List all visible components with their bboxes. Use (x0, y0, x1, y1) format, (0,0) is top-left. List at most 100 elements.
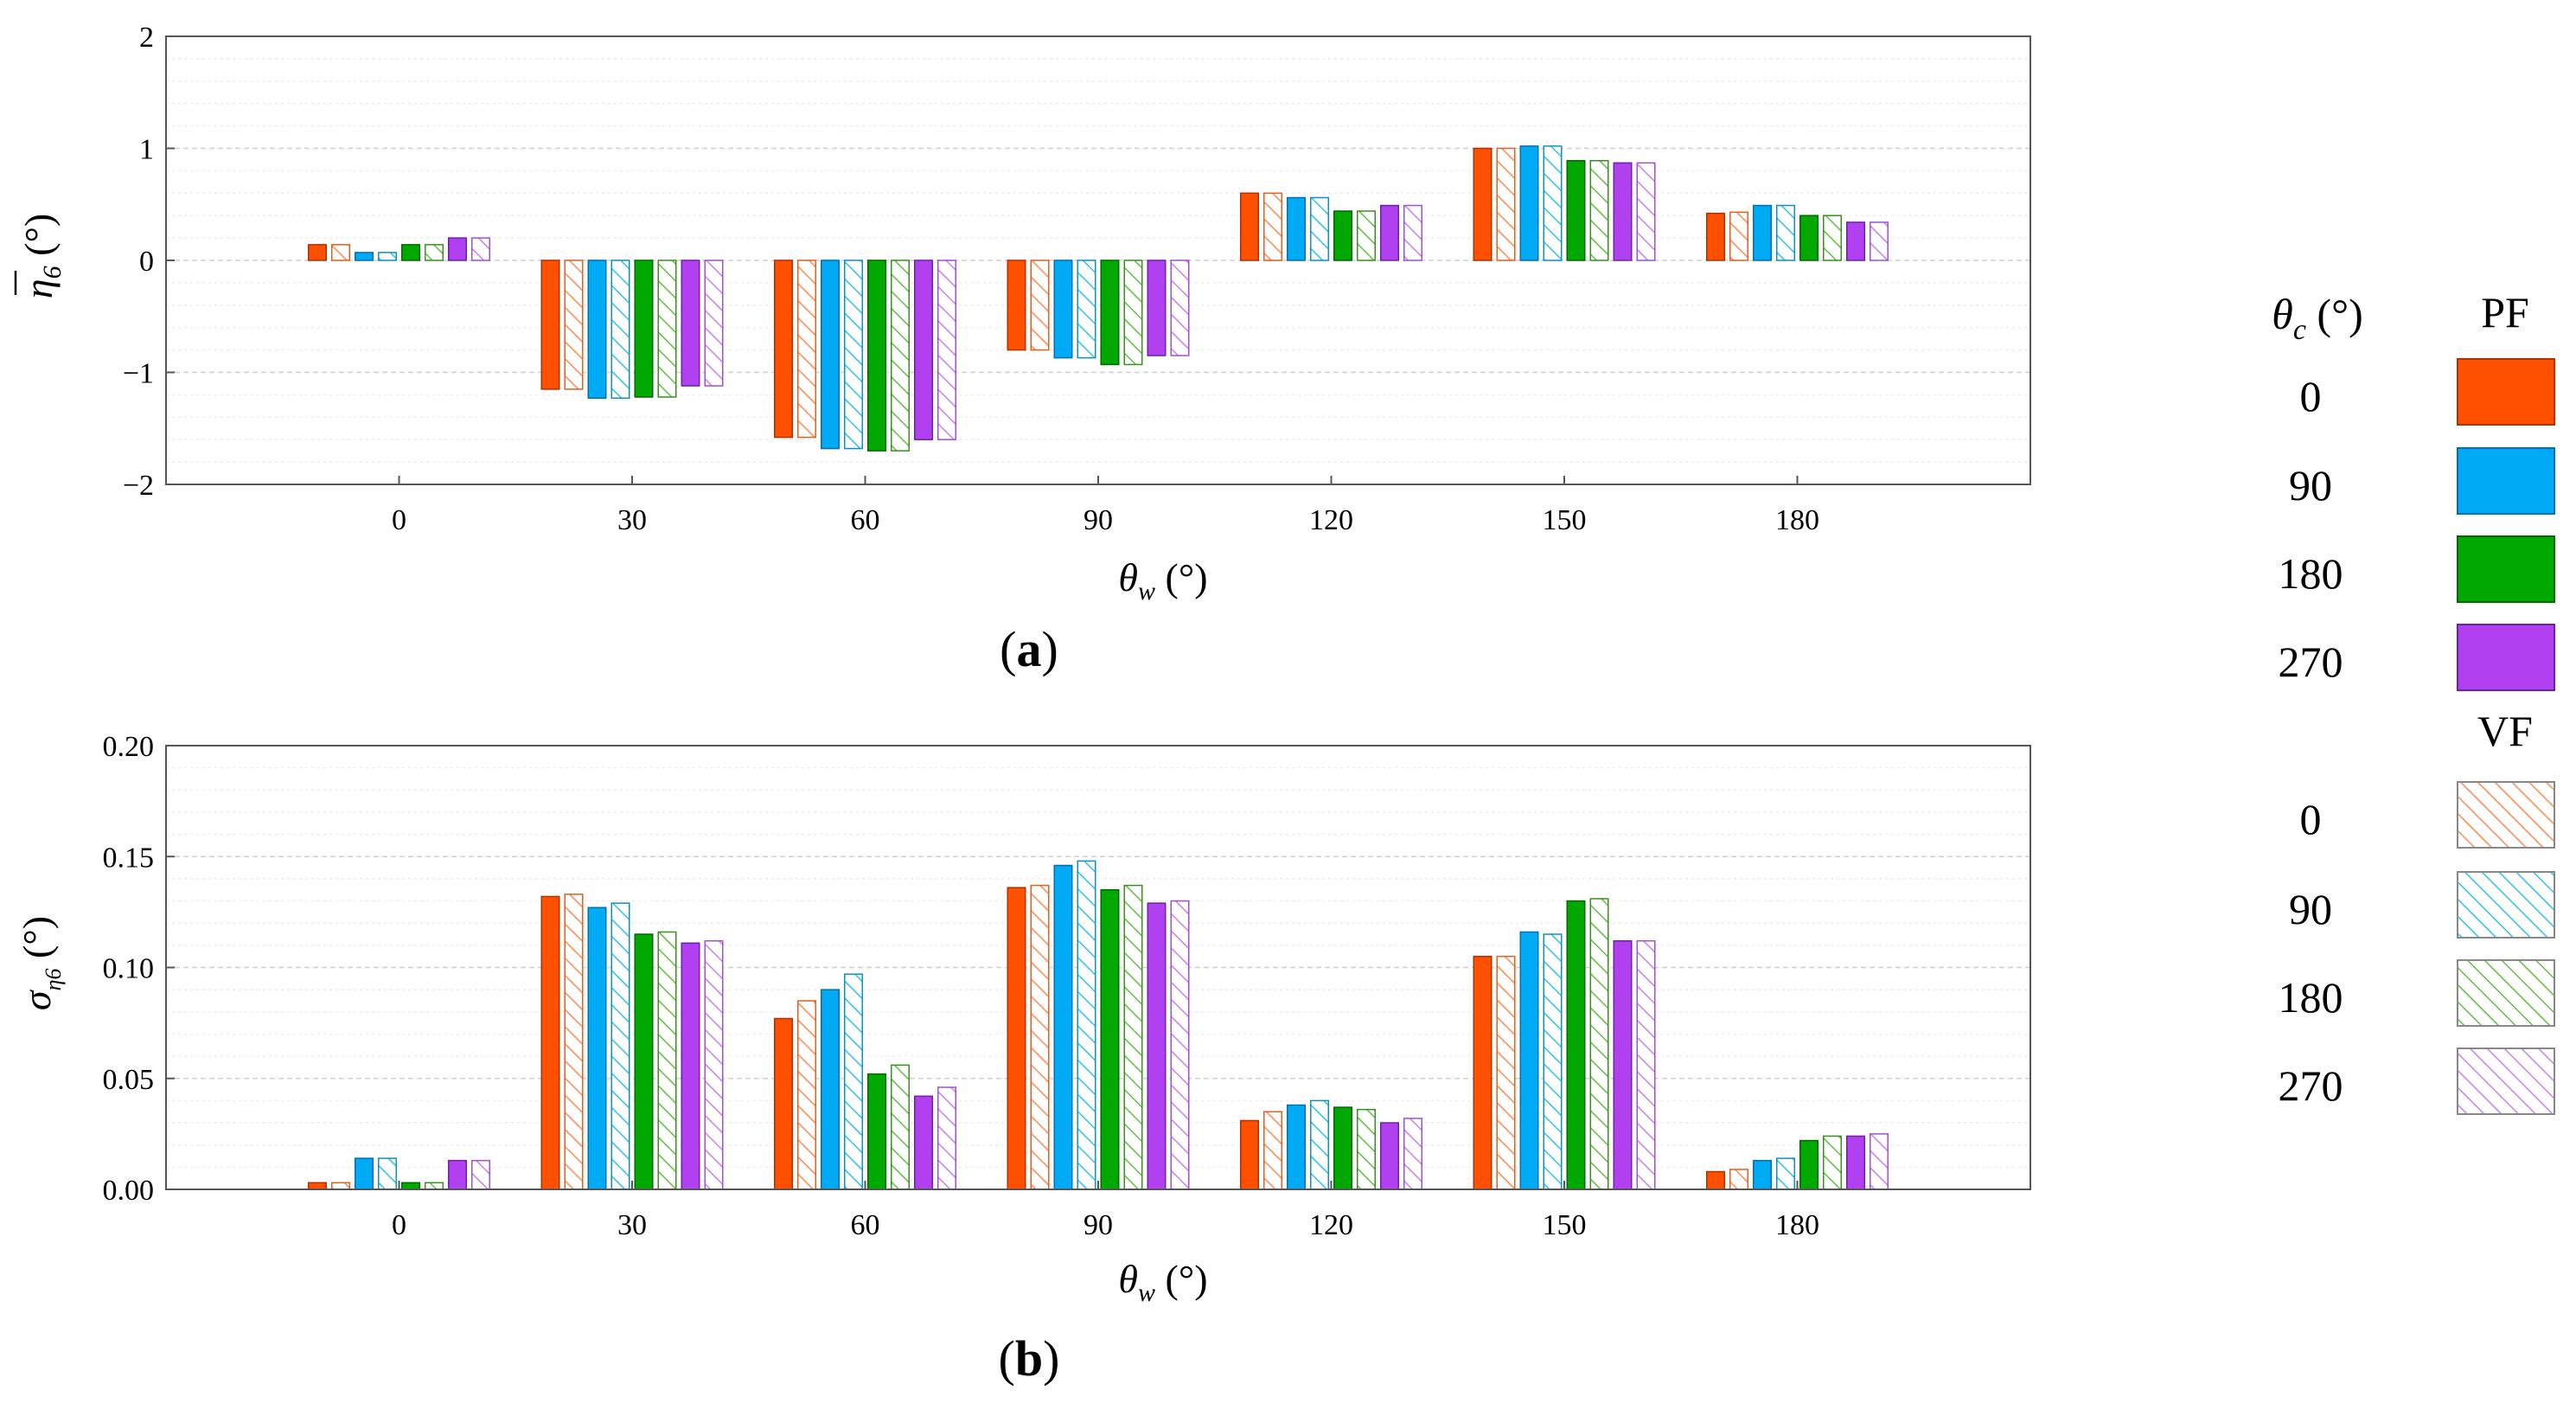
chart-b-bar (355, 1157, 374, 1190)
chart-a-bar (937, 259, 956, 440)
chart-b-bar (1776, 1157, 1795, 1190)
chart-b-bar (564, 894, 584, 1190)
legend-vf-label: 180 (2279, 973, 2343, 1022)
chart-a-y-tick-label: −1 (123, 358, 154, 390)
chart-b-bar (1613, 939, 1633, 1190)
chart-b-y-tick-label: 0.00 (103, 1175, 155, 1207)
chart-a-bar (1613, 162, 1633, 261)
chart-b-panel-label: (b) (999, 1330, 1060, 1387)
chart-b-bar (681, 942, 700, 1190)
chart-a-x-tick-label: 150 (1543, 504, 1587, 536)
legend-vf-swatch (2457, 871, 2555, 939)
chart-a-y-axis-title-group: η6 (°) (14, 214, 67, 298)
chart-b-bar (937, 1086, 956, 1190)
chart-a-y-axis-title: η6 (°) (16, 214, 67, 298)
chart-a-x-tick-label: 30 (617, 504, 647, 536)
legend-vf-title: VF (2477, 707, 2533, 755)
chart-b-bars (308, 860, 1889, 1190)
chart-a-bar (1030, 259, 1050, 351)
chart-a-bar (1007, 259, 1026, 351)
legend-pf-swatch (2457, 624, 2555, 691)
chart-b-bar (1729, 1169, 1748, 1190)
chart-a-y-ticks: −2 −1 0 1 2 (123, 22, 175, 502)
chart-a-bar (1636, 162, 1656, 261)
chart-b-gridlines (166, 745, 2030, 1190)
chart-b-x-tick-label: 180 (1775, 1209, 1819, 1241)
chart-a-bar (425, 244, 444, 261)
chart-b-bar (1147, 902, 1167, 1190)
chart-b-bar (540, 895, 560, 1190)
chart-b-bar (1519, 931, 1539, 1190)
chart-b-bar (1287, 1104, 1306, 1190)
chart-a-bar (1053, 259, 1073, 359)
legend-vf-swatch (2457, 781, 2555, 849)
chart-a-bar (1077, 259, 1096, 359)
chart-a-bar (1333, 210, 1352, 261)
chart-a-bar (1776, 204, 1795, 261)
chart-b-bar (867, 1073, 886, 1190)
legend-pf-label: 90 (2289, 461, 2332, 509)
chart-panel-a: −2 −1 0 1 2 0 30 60 90 120 150 180 θw (°) η6 (°) (… (14, 22, 2031, 677)
chart-a-bar (867, 259, 886, 452)
chart-a-bar (1240, 192, 1259, 261)
legend-vf-label: 90 (2289, 885, 2332, 933)
chart-a-bar (821, 259, 840, 450)
chart-a-bar (1380, 204, 1399, 261)
chart-b-bar (1380, 1122, 1399, 1190)
chart-a-x-tick-label: 180 (1775, 504, 1819, 536)
chart-a-bar (1496, 147, 1516, 261)
chart-a-y-tick-label: −2 (123, 470, 154, 502)
legend-pf-label: 270 (2279, 638, 2343, 686)
chart-b-bar (425, 1182, 444, 1190)
chart-b-bar (1543, 933, 1563, 1190)
chart-a-bar (1729, 211, 1748, 261)
chart-a-bar (657, 259, 677, 398)
chart-b-y-tick-label: 0.10 (103, 953, 155, 985)
chart-a-bar (1100, 259, 1120, 366)
chart-b-bar (1846, 1135, 1865, 1190)
chart-b-bar (308, 1182, 327, 1190)
chart-b-bar (1240, 1119, 1259, 1190)
chart-b-bar (1333, 1106, 1352, 1190)
chart-a-bar (471, 237, 490, 261)
chart-b-y-tick-label: 0.05 (103, 1064, 155, 1096)
chart-a-x-tick-label: 60 (851, 504, 880, 536)
chart-a-bar (564, 259, 584, 390)
chart-b-bar (1170, 900, 1190, 1190)
legend-pf-swatch (2457, 535, 2555, 603)
chart-b-bar (401, 1182, 420, 1190)
chart-b-bar (1053, 864, 1073, 1190)
chart-a-bar (540, 259, 560, 390)
chart-b-bar (1310, 1099, 1329, 1190)
chart-a-bar (587, 259, 607, 400)
chart-b-y-tick-label: 0.15 (103, 842, 155, 874)
chart-a-bar (1589, 159, 1609, 261)
chart-a-bar (1706, 212, 1725, 261)
chart-a-bar (1473, 147, 1493, 261)
chart-a-x-ticks: 0 30 60 90 120 150 180 (392, 476, 1819, 536)
chart-a-y-tick-label: 2 (139, 22, 154, 54)
chart-a-bar (355, 252, 374, 261)
chart-a-bar (1846, 221, 1865, 261)
chart-b-bar (1823, 1135, 1842, 1190)
chart-a-bar (1870, 221, 1889, 261)
chart-a-y-tick-label: 0 (139, 246, 154, 278)
chart-a-bar (1823, 215, 1842, 261)
chart-b-bar (1566, 900, 1586, 1190)
chart-b-bar (1706, 1170, 1725, 1190)
chart-b-bar (1123, 884, 1143, 1190)
chart-a-bar (1519, 145, 1539, 261)
chart-b-bar (1473, 955, 1493, 1190)
chart-a-bar (401, 244, 420, 261)
chart-a-bar (1287, 196, 1306, 261)
chart-b-bar (1753, 1159, 1772, 1190)
chart-b-x-axis-title: θw (°) (1118, 1257, 1207, 1307)
chart-b-bar (610, 902, 630, 1190)
chart-b-bar (774, 1017, 793, 1190)
chart-a-x-tick-label: 90 (1083, 504, 1113, 536)
chart-b-bar (914, 1095, 933, 1190)
chart-b-bar (1007, 887, 1026, 1190)
chart-a-bar (704, 259, 724, 387)
chart-b-x-tick-label: 30 (617, 1209, 647, 1241)
chart-a-bar (891, 259, 910, 452)
